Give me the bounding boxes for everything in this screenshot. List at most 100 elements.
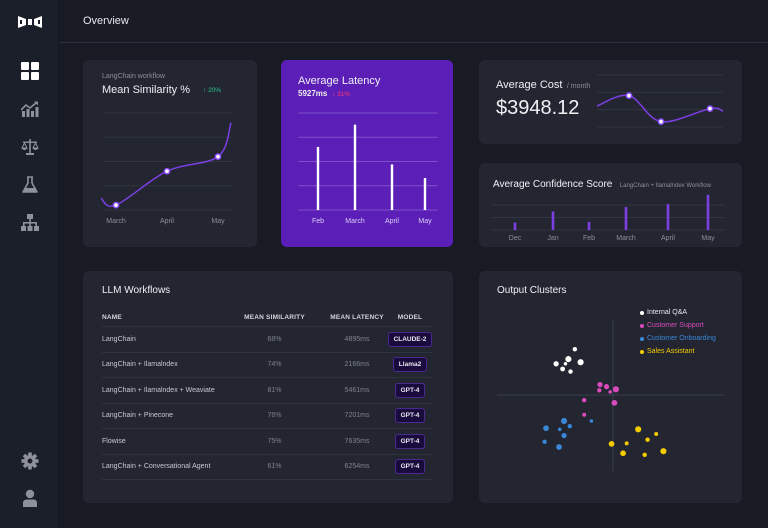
legend-dot (640, 349, 644, 354)
column-header-name[interactable]: NAME (102, 314, 122, 321)
model-badge[interactable]: GPT-4 (394, 459, 426, 475)
output-clusters-chart (497, 319, 724, 471)
legend-label: Internal Q&A (647, 309, 688, 316)
workflow-name: LangChain + Pinecone (102, 412, 174, 420)
average-confidence-chart: Dec Jan Feb March April May (492, 194, 725, 242)
legend-label: Sales Assistant (647, 348, 695, 355)
chart-growth-icon[interactable] (18, 97, 42, 121)
scatter-point (654, 432, 659, 436)
scatter-point (645, 437, 650, 442)
arrow-down-icon: ↓ (332, 91, 338, 98)
scatter-point (553, 361, 559, 367)
table-row[interactable]: LangChain + Pinecone 76% 7201ms GPT-4 (102, 404, 433, 429)
page-title: Overview (83, 15, 129, 27)
workflow-name: Flowise (102, 437, 126, 445)
x-tick-label: April (385, 218, 399, 225)
scatter-point (557, 427, 562, 432)
model-badge[interactable]: GPT-4 (394, 382, 426, 398)
column-header-latency[interactable]: MEAN LATENCY (330, 314, 384, 321)
x-tick-label: Feb (583, 235, 595, 242)
flask-icon[interactable] (18, 173, 42, 197)
legend-item[interactable]: Customer Onboarding (640, 332, 716, 345)
scatter-point (624, 441, 629, 446)
x-tick-label: Jan (547, 235, 558, 242)
x-tick-label: April (160, 218, 174, 225)
x-tick-label: March (345, 218, 365, 225)
arrow-up-icon: ↑ (203, 87, 209, 94)
average-latency-card: Average Latency 5927ms ↓ 31% Feb March Apr… (281, 60, 453, 247)
bowtie-logo-icon[interactable] (18, 10, 42, 34)
data-point (112, 201, 120, 209)
average-cost-chart (596, 74, 724, 128)
bar (390, 164, 394, 210)
workflow-latency: 6254ms (344, 463, 370, 471)
scatter-point (635, 426, 642, 433)
scatter-point (589, 419, 594, 423)
scatter-point (542, 439, 547, 444)
table-row[interactable]: LangChain + Ilamalndex + Weaviate 81% 5461… (102, 378, 433, 404)
workflow-name: LangChain + Ilamalndex + Weaviate (102, 386, 215, 394)
bar (551, 211, 555, 230)
model-badge[interactable]: GPT-4 (394, 408, 426, 424)
scatter-point (611, 399, 618, 406)
bar (666, 204, 670, 230)
x-tick-label: Dec (509, 235, 522, 242)
user-icon[interactable] (18, 486, 42, 510)
output-clusters-card: Output Clusters Internal Q&A Customer Sup… (479, 271, 742, 503)
average-latency-title: Average Latency (298, 75, 381, 87)
bar (706, 194, 710, 230)
legend-dot (640, 310, 644, 315)
model-badge[interactable]: Llama2 (392, 357, 428, 373)
bar (316, 146, 320, 210)
x-tick-label: April (661, 235, 675, 242)
scale-icon[interactable] (18, 135, 42, 159)
bar (423, 177, 427, 210)
llm-workflows-card: LLM Workflows NAME MEAN SIMILARITY MEAN … (83, 271, 453, 503)
column-header-similarity[interactable]: MEAN SIMILARITY (244, 314, 305, 321)
legend-item[interactable]: Customer Support (640, 319, 716, 332)
average-confidence-card: Average Confidence Score LangChain + Ila… (479, 163, 742, 247)
workflow-similarity: 75% (267, 437, 282, 445)
workflow-latency: 5461ms (344, 386, 370, 394)
average-confidence-sublabel: LangChain + Ilamalndex Workflow (619, 183, 711, 189)
model-badge[interactable]: GPT-4 (394, 433, 426, 449)
scatter-point (556, 444, 562, 450)
legend-item[interactable]: Internal Q&A (640, 306, 716, 319)
mean-similarity-delta: ↑ 20% (203, 87, 221, 94)
legend-item[interactable]: Sales Assistant (640, 345, 716, 358)
legend-dot (640, 323, 644, 328)
output-clusters-title: Output Clusters (497, 285, 567, 296)
x-tick-label: Feb (312, 218, 324, 225)
scatter-point (642, 452, 647, 457)
x-tick-label: May (211, 218, 225, 225)
table-row[interactable]: Flowise 75% 7635ms GPT-4 (102, 429, 433, 455)
average-cost-value: $3948.12 (496, 97, 580, 119)
model-badge[interactable]: CLAUDE-2 (387, 331, 433, 347)
scatter-point (582, 412, 587, 417)
hierarchy-icon[interactable] (18, 211, 42, 235)
average-latency-value: 5927ms (298, 89, 328, 98)
mean-similarity-sublabel: LangChain workflow (102, 73, 166, 80)
bar (353, 124, 357, 210)
workflows-table: NAME MEAN SIMILARITY MEAN LATENCY MODEL … (102, 309, 433, 480)
table-row[interactable]: LangChain + Conversational Agent 61% 6254m… (102, 455, 433, 480)
workflow-similarity: 74% (267, 361, 282, 369)
scatter-point (568, 369, 573, 374)
grid-icon[interactable] (18, 59, 42, 83)
average-confidence-title: Average Confidence Score (493, 179, 613, 190)
scatter-point (597, 381, 603, 388)
table-row[interactable]: LangChain 68% 4895ms CLAUDE-2 (102, 327, 433, 353)
x-tick-label: March (106, 218, 126, 225)
column-header-model[interactable]: MODEL (397, 314, 423, 321)
scatter-point (608, 390, 612, 394)
average-latency-delta: ↓ 31% (332, 91, 350, 98)
gear-icon[interactable] (18, 449, 42, 473)
workflow-name: LangChain + Conversational Agent (102, 463, 211, 471)
average-cost-title: Average Cost (496, 79, 563, 91)
data-point (706, 105, 714, 112)
series-line (100, 122, 232, 207)
table-row[interactable]: LangChain + Ilamalndex 74% 2166ms Llama2 (102, 353, 433, 378)
scatter-point (608, 441, 615, 447)
scatter-point (660, 448, 667, 455)
x-tick-label: May (701, 235, 715, 242)
